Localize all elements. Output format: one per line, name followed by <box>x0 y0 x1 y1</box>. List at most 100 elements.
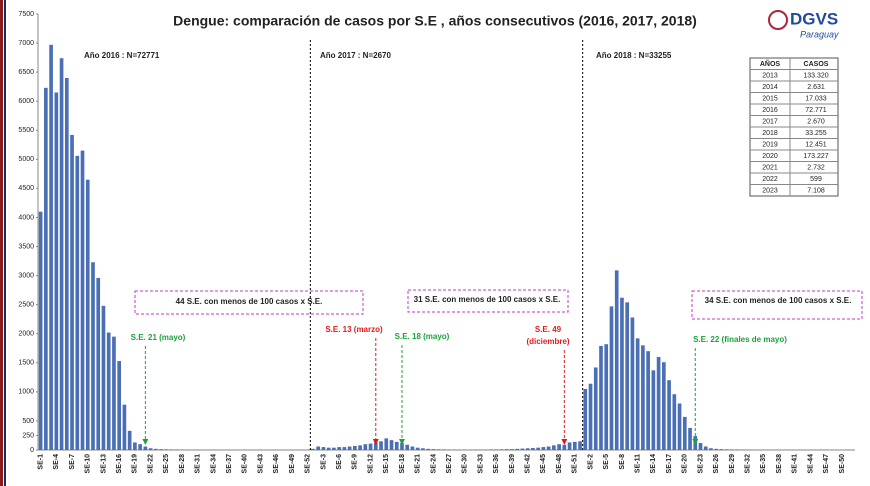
annotation: S.E. 13 (marzo) <box>325 325 383 334</box>
x-tick-label: SE-37 <box>226 454 233 474</box>
x-tick-label: SE-24 <box>430 454 437 474</box>
bar <box>96 277 101 450</box>
x-tick-label: SE-7 <box>69 454 76 470</box>
bar <box>332 447 336 450</box>
year-label: Año 2016 : N=72771 <box>84 51 160 60</box>
bar <box>80 150 85 450</box>
bar <box>515 448 520 450</box>
x-tick-label: SE-21 <box>415 454 422 474</box>
year-label: Año 2018 : N=33255 <box>596 51 672 60</box>
table-cell: 2014 <box>762 84 778 91</box>
bar <box>394 441 399 450</box>
annotation: 44 S.E. con menos de 100 casos x S.E. <box>176 297 323 306</box>
bar <box>494 449 499 450</box>
bar <box>651 370 656 450</box>
x-tick-label: SE-38 <box>776 454 783 474</box>
bar <box>133 442 137 450</box>
x-tick-label: SE-17 <box>666 454 673 474</box>
border <box>0 0 3 486</box>
annotation: S.E. 49 <box>535 325 562 334</box>
bar <box>567 442 572 450</box>
bar <box>44 87 48 450</box>
bar <box>688 427 692 450</box>
bar <box>117 361 122 450</box>
annotation: S.E. 22 (finales de mayo) <box>693 335 787 344</box>
bar <box>730 449 734 450</box>
bar <box>112 336 116 450</box>
table-cell: 2013 <box>762 73 778 80</box>
bar <box>620 297 624 450</box>
bar <box>389 440 394 450</box>
x-tick-label: SE-4 <box>53 454 60 470</box>
logo-icon <box>768 10 788 30</box>
bar <box>583 388 588 450</box>
annotation-arrowhead <box>692 439 699 445</box>
bar <box>431 449 436 450</box>
bar <box>703 446 708 450</box>
table-cell: 599 <box>810 176 822 183</box>
bar <box>148 448 153 450</box>
y-tick-label: 3500 <box>18 243 34 250</box>
x-tick-label: SE-46 <box>273 454 280 474</box>
bar <box>578 441 582 450</box>
annotation-arrowhead <box>372 439 379 445</box>
x-tick-label: SE-5 <box>603 454 610 470</box>
bar <box>159 449 163 450</box>
y-tick-label: 4000 <box>18 214 34 221</box>
bar <box>667 380 671 450</box>
bar <box>525 448 530 450</box>
x-tick-label: SE-3 <box>320 454 327 470</box>
table-cell: 72.771 <box>805 107 827 114</box>
bar <box>520 448 525 450</box>
table-cell: CASOS <box>804 61 829 68</box>
x-tick-label: SE-10 <box>85 454 92 474</box>
x-tick-label: SE-12 <box>367 454 374 474</box>
table-cell: 2023 <box>762 188 778 195</box>
bar <box>373 442 378 450</box>
x-tick-label: SE-44 <box>807 454 814 474</box>
bar <box>719 449 724 450</box>
bar <box>609 306 614 450</box>
bar <box>75 155 80 450</box>
bar <box>70 134 74 450</box>
x-tick-label: SE-52 <box>305 454 312 474</box>
y-tick-label: 5000 <box>18 156 34 163</box>
y-tick-label: 6000 <box>18 98 34 105</box>
x-tick-label: SE-29 <box>729 454 736 474</box>
bar <box>572 441 577 450</box>
y-tick-label: 0 <box>30 447 34 454</box>
bar <box>415 447 420 450</box>
bar <box>698 443 703 450</box>
bar <box>101 305 106 450</box>
bar <box>138 444 142 450</box>
bar <box>499 449 504 450</box>
table-cell: 17.033 <box>805 96 827 103</box>
x-tick-label: SE-33 <box>477 454 484 474</box>
bar <box>337 447 341 450</box>
x-tick-label: SE-51 <box>572 454 579 474</box>
annotation-box <box>134 290 364 315</box>
x-tick-label: SE-19 <box>132 454 139 474</box>
bar <box>410 446 415 450</box>
bar <box>546 446 551 450</box>
y-tick-label: 250 <box>22 432 34 439</box>
bar <box>682 416 687 450</box>
y-tick-label: 4500 <box>18 185 34 192</box>
bar <box>588 383 593 450</box>
bar <box>436 449 441 450</box>
x-tick-label: SE-1 <box>37 454 44 470</box>
bar <box>709 448 713 450</box>
annotation-arrowhead <box>398 439 405 445</box>
bar <box>363 444 368 450</box>
bar <box>562 444 567 450</box>
table-cell: AÑOS <box>760 59 781 68</box>
bar <box>635 338 640 450</box>
bar <box>347 446 352 450</box>
table-cell: 2018 <box>762 130 778 137</box>
bar <box>311 448 315 450</box>
bar <box>64 77 69 451</box>
y-tick-label: 7000 <box>18 40 34 47</box>
y-tick-label: 5500 <box>18 127 34 134</box>
logo-subtitle: Paraguay <box>800 29 839 39</box>
bar <box>49 44 53 450</box>
